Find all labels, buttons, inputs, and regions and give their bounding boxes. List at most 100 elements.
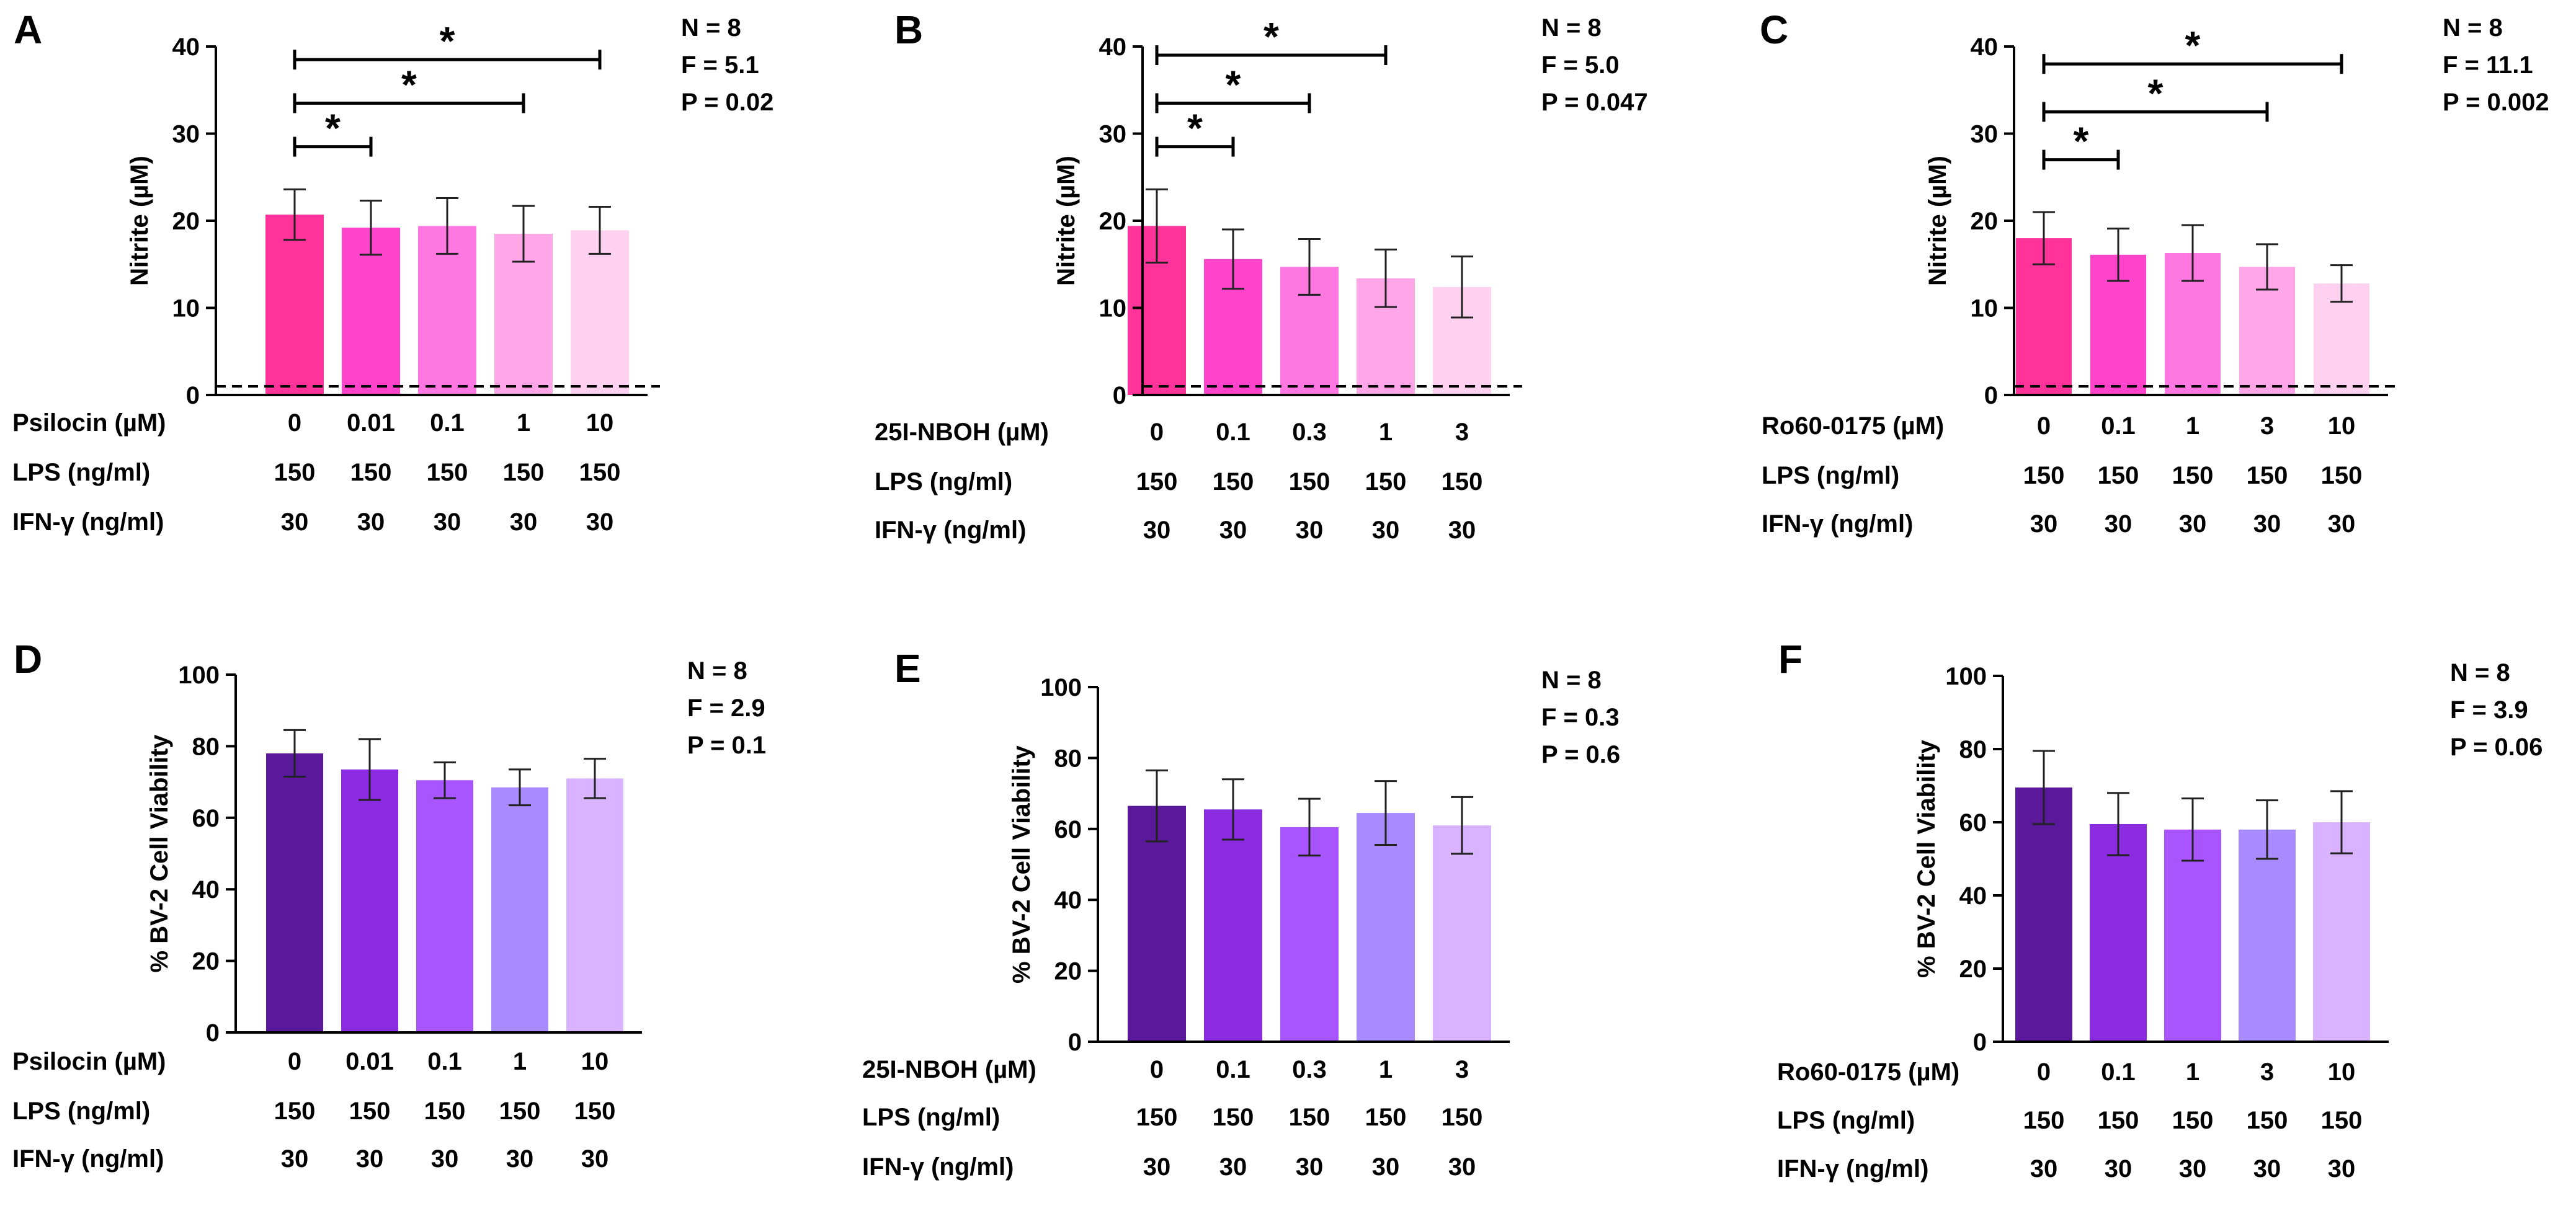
condition-value: 30 [1219, 1153, 1247, 1181]
condition-value: 0 [1150, 419, 1164, 446]
condition-value: 0.1 [1216, 1056, 1250, 1083]
error-bar [512, 205, 535, 263]
y-tick-label: 0 [1068, 1029, 1082, 1056]
condition-row-label: IFN-γ (ng/ml) [12, 1145, 164, 1173]
condition-value: 150 [349, 1098, 391, 1125]
y-tick-label: 60 [1054, 816, 1082, 843]
error-bar [1146, 188, 1168, 264]
condition-value: 1 [2186, 1058, 2199, 1086]
condition-row-label: LPS (ng/ml) [1777, 1107, 1915, 1134]
y-tick-label: 40 [192, 876, 220, 903]
stats-text: F = 2.9 [687, 695, 765, 722]
condition-value: 30 [1372, 1153, 1400, 1181]
condition-value: 30 [356, 1145, 384, 1173]
condition-value: 0 [288, 409, 301, 437]
condition-value: 30 [2253, 510, 2281, 538]
stats-text: F = 5.1 [681, 51, 759, 79]
condition-value: 10 [586, 409, 614, 437]
significance-bracket [293, 50, 602, 70]
error-bar [584, 758, 606, 799]
error-bar [2256, 799, 2278, 860]
significance-bracket [2042, 54, 2343, 74]
significance-bracket [293, 93, 525, 113]
bar [2090, 823, 2147, 1042]
condition-row-label: IFN-γ (ng/ml) [875, 517, 1026, 544]
significance-bracket [1155, 45, 1388, 66]
condition-value: 30 [281, 508, 309, 536]
condition-value: 150 [1136, 1104, 1178, 1131]
condition-value: 150 [574, 1098, 616, 1125]
y-tick-label: 0 [1113, 382, 1126, 409]
condition-value: 30 [2030, 510, 2058, 538]
condition-value: 10 [2328, 1058, 2356, 1086]
y-axis-label: Nitrite (µM) [126, 156, 153, 286]
condition-value: 3 [2260, 1058, 2274, 1086]
error-bar [434, 761, 456, 799]
significance-star: * [2148, 71, 2164, 115]
y-tick-label: 40 [1054, 887, 1082, 914]
condition-value: 30 [1219, 517, 1247, 544]
condition-value: 150 [350, 459, 392, 486]
error-bar [2033, 750, 2055, 825]
condition-value: 150 [579, 459, 621, 486]
condition-value: 150 [1213, 1104, 1254, 1131]
significance-bracket [293, 136, 373, 157]
condition-row-label: Psilocin (µM) [12, 1048, 166, 1075]
significance-bracket [1155, 93, 1311, 113]
stats-text: P = 0.1 [687, 732, 766, 759]
bar [341, 769, 398, 1032]
condition-value: 30 [2328, 510, 2356, 538]
condition-value: 0 [2037, 412, 2051, 440]
stats-text: N = 8 [1541, 667, 1602, 694]
bar [1280, 827, 1339, 1042]
error-bar [2107, 792, 2129, 856]
condition-value: 30 [431, 1145, 459, 1173]
condition-value: 0 [2037, 1058, 2051, 1086]
error-bar [2256, 243, 2278, 291]
condition-value: 30 [1296, 517, 1324, 544]
stats-text: P = 0.6 [1541, 741, 1620, 768]
condition-value: 0.1 [430, 409, 465, 437]
condition-value: 30 [1448, 517, 1476, 544]
y-axis-label: % BV-2 Cell Viability [146, 734, 173, 973]
significance-bracket [1155, 136, 1235, 157]
error-bar [359, 738, 381, 801]
stats-text: F = 3.9 [2450, 696, 2528, 724]
stats-text: N = 8 [2450, 659, 2510, 686]
condition-value: 150 [1442, 1104, 1483, 1131]
y-tick-label: 30 [172, 121, 200, 148]
y-axis-label: Nitrite (µM) [1053, 156, 1080, 286]
y-tick-label: 80 [192, 733, 220, 760]
condition-value: 0.01 [345, 1048, 394, 1075]
condition-value: 1 [517, 409, 530, 437]
condition-row-label: 25I-NBOH (µM) [875, 419, 1049, 446]
significance-star: * [325, 106, 341, 151]
panel-label: B [894, 7, 923, 52]
stats-text: F = 11.1 [2443, 51, 2533, 79]
condition-row-label: LPS (ng/ml) [1762, 462, 1899, 489]
y-tick-label: 0 [1984, 382, 1998, 409]
condition-value: 30 [510, 508, 538, 536]
y-tick-label: 20 [1959, 956, 1987, 983]
y-tick-label: 30 [1099, 121, 1127, 148]
panel-label: D [14, 637, 42, 681]
condition-value: 30 [2105, 510, 2133, 538]
significance-star: * [2074, 119, 2089, 164]
condition-value: 150 [2098, 1107, 2139, 1134]
y-tick-label: 40 [172, 33, 200, 61]
y-tick-label: 20 [1971, 208, 1999, 235]
condition-value: 0.1 [2101, 412, 2136, 440]
condition-value: 1 [1379, 419, 1393, 446]
condition-value: 150 [1289, 468, 1330, 495]
bar [1128, 805, 1186, 1042]
error-bar [2182, 797, 2204, 862]
condition-value: 0.3 [1292, 1056, 1327, 1083]
condition-value: 30 [2328, 1155, 2356, 1183]
y-tick-label: 10 [172, 295, 200, 322]
bar [266, 753, 323, 1032]
stats-text: N = 8 [687, 657, 747, 685]
condition-row-label: LPS (ng/ml) [12, 459, 150, 486]
y-tick-label: 20 [172, 208, 200, 235]
condition-value: 0.3 [1292, 419, 1327, 446]
